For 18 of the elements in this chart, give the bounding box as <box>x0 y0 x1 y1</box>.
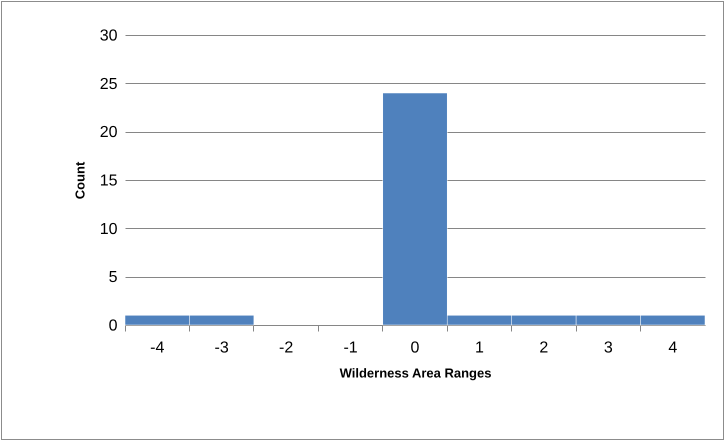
x-tick-label: -2 <box>278 340 294 356</box>
x-tick-label: -1 <box>343 340 358 356</box>
x-tick-label: 2 <box>539 340 548 356</box>
y-tick-label: 20 <box>100 124 118 142</box>
y-tick-label: 30 <box>100 28 118 44</box>
y-axis-title: Count <box>72 161 88 200</box>
x-tick-label: 4 <box>668 340 678 356</box>
y-tick-label: 0 <box>108 318 118 334</box>
x-tick-label: 3 <box>604 340 613 356</box>
x-axis-title: Wilderness Area Ranges <box>340 366 492 380</box>
y-tick-label: 5 <box>108 269 118 286</box>
y-tick-label: 10 <box>100 220 118 238</box>
x-tick-label: 0 <box>410 340 420 356</box>
y-tick-label: 25 <box>100 76 118 93</box>
y-tick-label: 15 <box>100 172 118 190</box>
x-tick-label: -4 <box>150 340 164 356</box>
x-tick-label: -3 <box>214 340 229 356</box>
x-tick-label: 1 <box>474 340 484 356</box>
